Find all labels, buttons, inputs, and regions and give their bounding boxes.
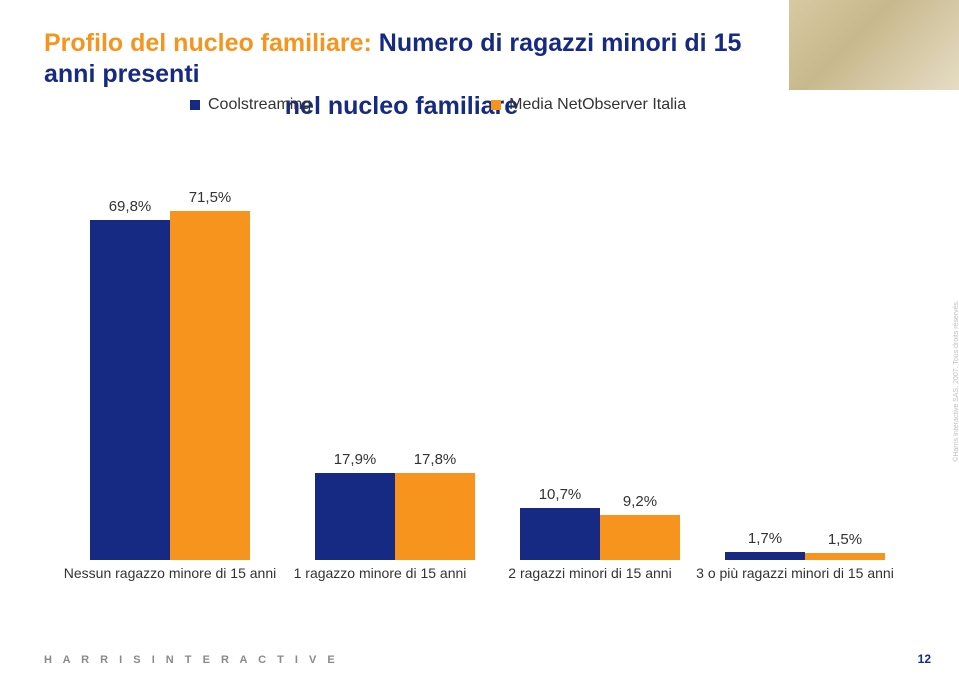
legend-label: Coolstreaming <box>208 96 311 114</box>
category-label: Nessun ragazzo minore di 15 anni <box>60 565 280 581</box>
bar-value: 9,2% <box>600 493 680 510</box>
bar: 71,5% <box>170 211 250 560</box>
header-photo <box>789 0 959 90</box>
legend-item: Coolstreaming <box>190 96 311 114</box>
page-number: 12 <box>918 652 931 666</box>
bar-group: 1,7%1,5% <box>725 552 885 560</box>
bar: 17,8% <box>395 473 475 560</box>
bar-value: 17,9% <box>315 451 395 468</box>
bar-group: 69,8%71,5% <box>90 211 250 560</box>
bar: 10,7% <box>520 508 600 560</box>
bar-value: 10,7% <box>520 486 600 503</box>
bar: 17,9% <box>315 473 395 560</box>
copyright: ©Harris Interactive SAS, 2007. Tous droi… <box>953 300 959 462</box>
category-label: 2 ragazzi minori di 15 anni <box>490 565 690 581</box>
legend-label: Media NetObserver Italia <box>509 96 686 114</box>
bar-value: 1,7% <box>725 530 805 547</box>
footer-brand: H A R R I S I N T E R A C T I V E <box>44 654 339 666</box>
category-label: 3 o più ragazzi minori di 15 anni <box>680 565 910 581</box>
bar-value: 71,5% <box>170 189 250 206</box>
legend-swatch-icon <box>190 100 200 110</box>
bar: 1,5% <box>805 553 885 560</box>
bar: 9,2% <box>600 515 680 560</box>
bar: 1,7% <box>725 552 805 560</box>
bar-group: 17,9%17,8% <box>315 473 475 560</box>
title-prefix: Profilo del nucleo familiare: <box>44 29 372 57</box>
bar-chart: 69,8%71,5% 17,9%17,8% 10,7%9,2% 1,7%1,5% <box>60 170 890 560</box>
category-label: 1 ragazzo minore di 15 anni <box>280 565 480 581</box>
bar-value: 17,8% <box>395 451 475 468</box>
bar: 69,8% <box>90 220 170 560</box>
legend-item: Media NetObserver Italia <box>491 96 686 114</box>
bar-group: 10,7%9,2% <box>520 508 680 560</box>
bar-value: 1,5% <box>805 531 885 548</box>
legend-swatch-icon <box>491 100 501 110</box>
chart-legend: Coolstreaming Media NetObserver Italia <box>190 96 686 114</box>
category-labels: Nessun ragazzo minore di 15 anni1 ragazz… <box>60 565 890 615</box>
bar-value: 69,8% <box>90 198 170 215</box>
